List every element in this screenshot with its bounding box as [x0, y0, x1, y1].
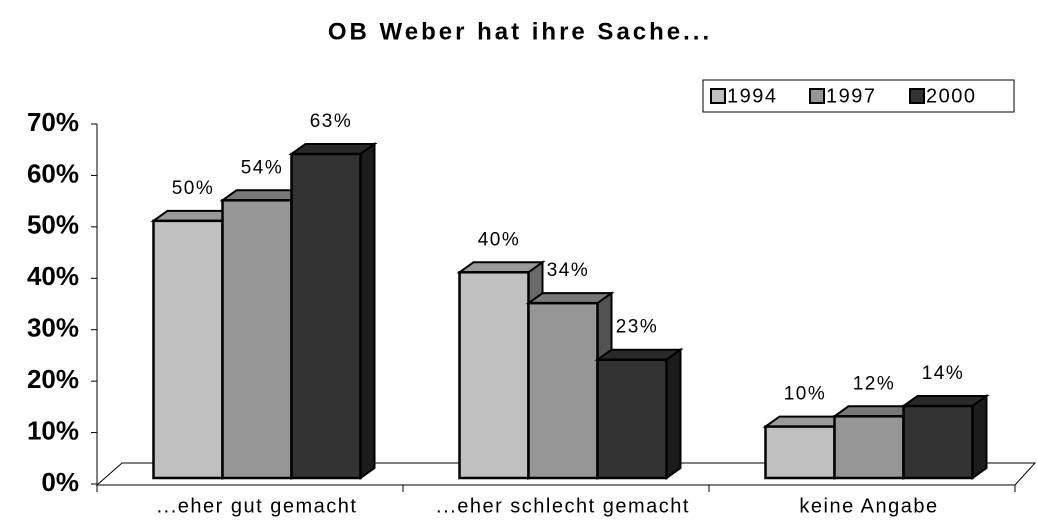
y-tick-label: 20% — [27, 364, 79, 394]
bar — [152, 219, 224, 480]
x-tick-label: ...eher gut gemacht — [157, 495, 358, 517]
y-tick-label: 70% — [27, 107, 79, 137]
legend-label: 1994 — [727, 85, 778, 107]
bar — [221, 199, 293, 480]
value-label: 50% — [172, 178, 215, 199]
legend-label: 1997 — [826, 85, 877, 107]
value-label: 63% — [310, 111, 353, 132]
legend-label: 2000 — [926, 85, 977, 107]
value-label: 23% — [616, 317, 659, 338]
bar — [527, 301, 599, 480]
bar — [596, 358, 668, 480]
value-label: 40% — [478, 229, 521, 250]
y-tick-label: 50% — [27, 210, 79, 240]
bar-side — [665, 347, 682, 480]
y-tick-label: 60% — [27, 158, 79, 188]
bar — [764, 425, 836, 480]
legend-swatch — [710, 88, 726, 104]
legend-box — [702, 79, 1015, 113]
bar — [902, 404, 974, 480]
y-tick-label: 30% — [27, 313, 79, 343]
x-tick-label: keine Angabe — [799, 495, 938, 517]
value-label: 54% — [241, 157, 284, 178]
bar-side — [359, 142, 376, 480]
bar — [290, 152, 362, 480]
bar — [458, 271, 530, 480]
value-label: 14% — [922, 363, 965, 384]
x-tick-label: ...eher schlecht gemacht — [436, 495, 690, 517]
y-tick-label: 10% — [27, 415, 79, 445]
legend-swatch — [909, 88, 925, 104]
legend-swatch — [809, 88, 825, 104]
y-tick-label: 0% — [41, 467, 79, 497]
value-label: 12% — [853, 373, 896, 394]
value-label: 34% — [547, 260, 590, 281]
value-label: 10% — [784, 384, 827, 405]
chart-title: OB Weber hat ihre Sache... — [328, 18, 712, 45]
bar-side — [971, 394, 988, 480]
y-tick-label: 40% — [27, 261, 79, 291]
bar — [833, 415, 905, 480]
